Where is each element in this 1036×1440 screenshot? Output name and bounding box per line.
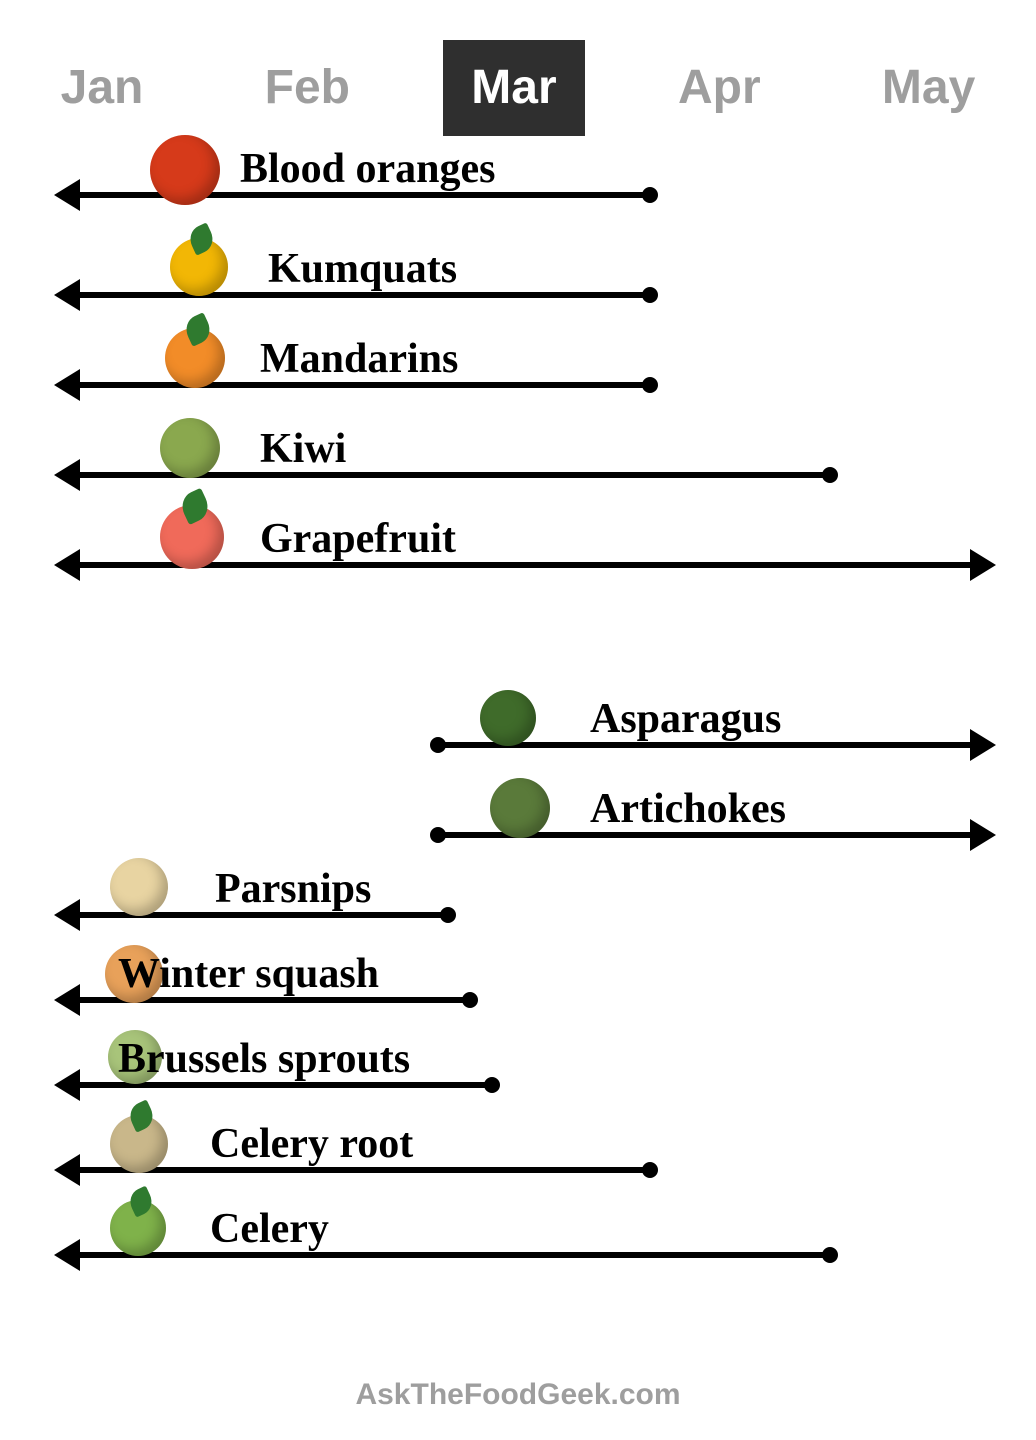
produce-icon bbox=[165, 328, 225, 388]
produce-icon bbox=[160, 505, 224, 569]
arrow-left-icon bbox=[54, 899, 80, 931]
produce-label: Mandarins bbox=[260, 338, 458, 380]
season-bar bbox=[80, 1252, 830, 1258]
produce-row: Blood oranges bbox=[0, 150, 1036, 240]
month-tab-feb[interactable]: Feb bbox=[237, 40, 378, 136]
produce-label: Winter squash bbox=[118, 953, 379, 995]
arrow-left-icon bbox=[54, 984, 80, 1016]
produce-row: Mandarins bbox=[0, 340, 1036, 430]
produce-label: Celery root bbox=[210, 1123, 413, 1165]
dot-icon bbox=[642, 287, 658, 303]
produce-icon bbox=[480, 690, 536, 746]
produce-label: Celery bbox=[210, 1208, 329, 1250]
dot-icon bbox=[642, 187, 658, 203]
month-tab-jan[interactable]: Jan bbox=[33, 40, 172, 136]
season-bar bbox=[80, 382, 650, 388]
produce-icon bbox=[110, 858, 168, 916]
produce-label: Kumquats bbox=[268, 248, 457, 290]
produce-row: Brussels sprouts bbox=[0, 1040, 1036, 1130]
produce-label: Asparagus bbox=[590, 698, 781, 740]
produce-icon bbox=[160, 418, 220, 478]
dot-icon bbox=[642, 377, 658, 393]
dot-icon bbox=[822, 1247, 838, 1263]
seasonality-chart: Jan Feb Mar Apr May Blood oranges Kumquats Man… bbox=[0, 0, 1036, 1440]
produce-icon bbox=[110, 1200, 166, 1256]
month-tabs: Jan Feb Mar Apr May bbox=[0, 40, 1036, 136]
arrow-right-icon bbox=[970, 729, 996, 761]
produce-row: Grapefruit bbox=[0, 520, 1036, 610]
dot-icon bbox=[642, 1162, 658, 1178]
arrow-left-icon bbox=[54, 279, 80, 311]
arrow-left-icon bbox=[54, 549, 80, 581]
dot-icon bbox=[484, 1077, 500, 1093]
arrow-left-icon bbox=[54, 1239, 80, 1271]
dot-icon bbox=[462, 992, 478, 1008]
produce-label: Brussels sprouts bbox=[118, 1038, 410, 1080]
dot-icon bbox=[430, 827, 446, 843]
produce-row: Celery root bbox=[0, 1125, 1036, 1215]
produce-row: Kumquats bbox=[0, 250, 1036, 340]
arrow-left-icon bbox=[54, 179, 80, 211]
arrow-left-icon bbox=[54, 459, 80, 491]
produce-label: Artichokes bbox=[590, 788, 786, 830]
produce-row: Celery bbox=[0, 1210, 1036, 1300]
season-bar bbox=[80, 1167, 650, 1173]
dot-icon bbox=[440, 907, 456, 923]
month-tab-apr[interactable]: Apr bbox=[650, 40, 789, 136]
month-tab-may[interactable]: May bbox=[854, 40, 1003, 136]
produce-icon bbox=[170, 238, 228, 296]
footer-credit: AskTheFoodGeek.com bbox=[0, 1378, 1036, 1412]
arrow-left-icon bbox=[54, 369, 80, 401]
produce-row: Asparagus bbox=[0, 700, 1036, 790]
dot-icon bbox=[822, 467, 838, 483]
produce-row: Winter squash bbox=[0, 955, 1036, 1045]
arrow-right-icon bbox=[970, 549, 996, 581]
produce-icon bbox=[110, 1115, 168, 1173]
produce-icon bbox=[150, 135, 220, 205]
arrow-left-icon bbox=[54, 1069, 80, 1101]
produce-label: Blood oranges bbox=[240, 148, 496, 190]
month-tab-mar[interactable]: Mar bbox=[443, 40, 584, 136]
produce-icon bbox=[490, 778, 550, 838]
dot-icon bbox=[430, 737, 446, 753]
arrow-right-icon bbox=[970, 819, 996, 851]
arrow-left-icon bbox=[54, 1154, 80, 1186]
produce-label: Grapefruit bbox=[260, 518, 456, 560]
season-bar bbox=[80, 292, 650, 298]
produce-row: Kiwi bbox=[0, 430, 1036, 520]
produce-label: Kiwi bbox=[260, 428, 346, 470]
produce-row: Parsnips bbox=[0, 870, 1036, 960]
season-bar bbox=[80, 562, 970, 568]
produce-label: Parsnips bbox=[215, 868, 371, 910]
